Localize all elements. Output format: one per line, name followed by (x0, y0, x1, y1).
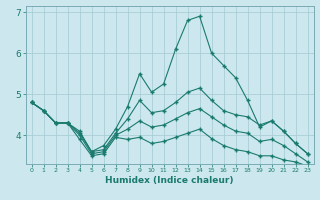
X-axis label: Humidex (Indice chaleur): Humidex (Indice chaleur) (105, 176, 234, 185)
